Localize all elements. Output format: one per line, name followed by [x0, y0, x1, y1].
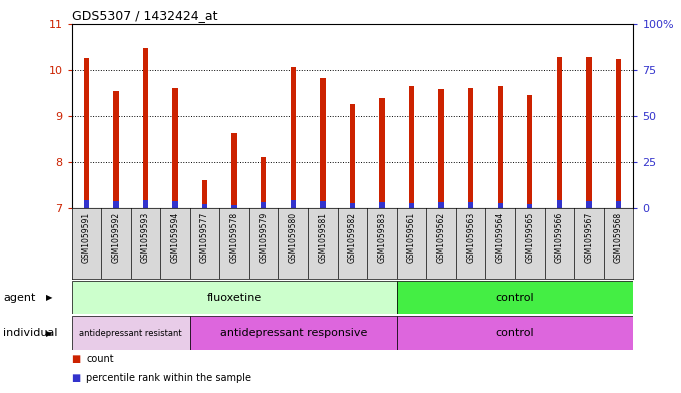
- Bar: [190, 316, 397, 350]
- Bar: [143, 48, 148, 208]
- Text: GSM1059580: GSM1059580: [289, 212, 298, 263]
- Bar: [557, 200, 562, 208]
- Bar: [397, 316, 633, 350]
- Bar: [113, 90, 118, 208]
- Bar: [616, 201, 621, 208]
- Bar: [72, 316, 190, 350]
- Bar: [616, 59, 621, 208]
- Text: percentile rank within the sample: percentile rank within the sample: [86, 373, 251, 383]
- Bar: [232, 205, 237, 208]
- Text: GSM1059568: GSM1059568: [614, 212, 623, 263]
- Text: GDS5307 / 1432424_at: GDS5307 / 1432424_at: [72, 9, 217, 22]
- Bar: [586, 201, 592, 208]
- Text: GSM1059592: GSM1059592: [112, 212, 121, 263]
- Text: GSM1059577: GSM1059577: [200, 212, 209, 263]
- Text: GSM1059591: GSM1059591: [82, 212, 91, 263]
- Text: GSM1059582: GSM1059582: [348, 212, 357, 263]
- Bar: [379, 202, 385, 208]
- Text: GSM1059563: GSM1059563: [466, 212, 475, 263]
- Bar: [498, 86, 503, 208]
- Bar: [409, 203, 414, 208]
- Bar: [498, 203, 503, 208]
- Text: GSM1059593: GSM1059593: [141, 212, 150, 263]
- Bar: [586, 57, 592, 208]
- Text: GSM1059566: GSM1059566: [555, 212, 564, 263]
- Text: count: count: [86, 354, 114, 364]
- Text: GSM1059561: GSM1059561: [407, 212, 416, 263]
- Bar: [261, 156, 266, 208]
- Text: ■: ■: [72, 373, 81, 383]
- Bar: [232, 133, 237, 208]
- Bar: [379, 98, 385, 208]
- Bar: [84, 200, 89, 208]
- Text: antidepressant resistant: antidepressant resistant: [79, 329, 182, 338]
- Bar: [72, 281, 397, 314]
- Bar: [172, 201, 178, 208]
- Text: GSM1059567: GSM1059567: [584, 212, 593, 263]
- Bar: [439, 202, 444, 208]
- Text: control: control: [496, 328, 535, 338]
- Text: GSM1059562: GSM1059562: [437, 212, 445, 263]
- Bar: [261, 202, 266, 208]
- Bar: [439, 89, 444, 208]
- Text: GSM1059565: GSM1059565: [525, 212, 535, 263]
- Bar: [291, 200, 296, 208]
- Text: GSM1059579: GSM1059579: [259, 212, 268, 263]
- Text: GSM1059594: GSM1059594: [170, 212, 180, 263]
- Text: ▶: ▶: [46, 329, 53, 338]
- Text: ■: ■: [72, 354, 81, 364]
- Text: fluoxetine: fluoxetine: [206, 293, 262, 303]
- Text: control: control: [496, 293, 535, 303]
- Bar: [291, 68, 296, 208]
- Bar: [468, 88, 473, 208]
- Bar: [350, 203, 355, 208]
- Bar: [143, 200, 148, 208]
- Bar: [202, 204, 207, 208]
- Bar: [527, 204, 533, 208]
- Bar: [397, 281, 633, 314]
- Bar: [468, 202, 473, 208]
- Text: antidepressant responsive: antidepressant responsive: [219, 328, 367, 338]
- Text: GSM1059581: GSM1059581: [318, 212, 328, 263]
- Text: ▶: ▶: [46, 293, 53, 302]
- Bar: [202, 180, 207, 208]
- Bar: [320, 201, 326, 208]
- Text: individual: individual: [3, 328, 58, 338]
- Text: agent: agent: [3, 293, 36, 303]
- Bar: [113, 201, 118, 208]
- Text: GSM1059578: GSM1059578: [229, 212, 238, 263]
- Bar: [172, 88, 178, 208]
- Bar: [557, 57, 562, 208]
- Text: GSM1059583: GSM1059583: [377, 212, 387, 263]
- Bar: [350, 105, 355, 208]
- Bar: [527, 95, 533, 208]
- Bar: [84, 58, 89, 208]
- Text: GSM1059564: GSM1059564: [496, 212, 505, 263]
- Bar: [320, 77, 326, 208]
- Bar: [409, 86, 414, 208]
